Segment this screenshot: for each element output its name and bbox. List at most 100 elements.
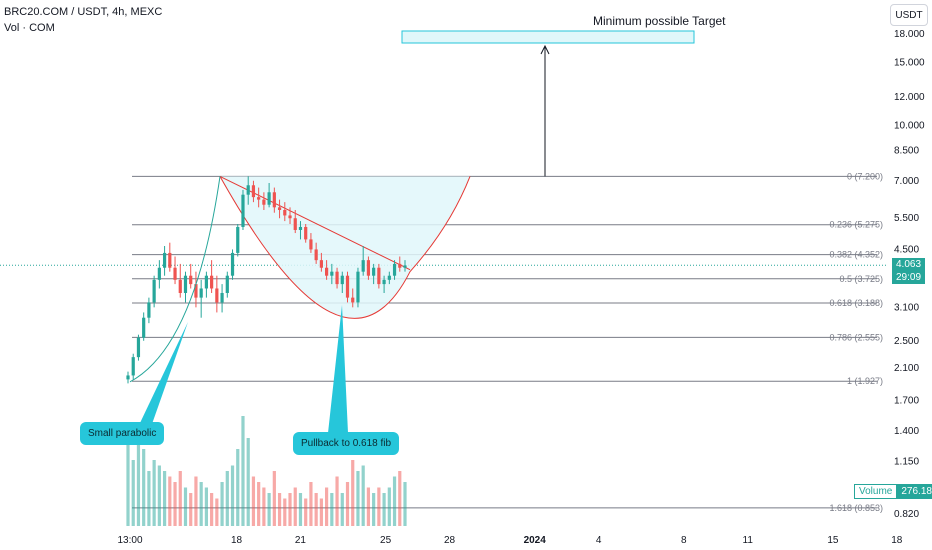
volume-bar xyxy=(382,493,386,526)
volume-bar xyxy=(157,465,161,526)
candle-body xyxy=(377,267,381,285)
volume-bar xyxy=(403,482,407,526)
volume-bar xyxy=(309,482,313,526)
candle-body xyxy=(372,267,376,276)
callout-pullback[interactable]: Pullback to 0.618 fib xyxy=(293,432,400,455)
candle-body xyxy=(204,275,208,289)
candle-body xyxy=(314,249,318,261)
candle-body xyxy=(251,185,256,198)
candle-body xyxy=(340,275,344,285)
candle-body xyxy=(293,218,297,230)
volume-bar xyxy=(230,465,235,526)
volume-bar xyxy=(345,482,350,526)
candle-body xyxy=(131,357,135,376)
candle-body xyxy=(183,275,188,293)
candle-body xyxy=(398,263,402,268)
volume-tag-label: Volume xyxy=(854,484,898,499)
price-tick-label: 4.500 xyxy=(894,244,919,255)
volume-bar xyxy=(387,487,391,526)
fib-level-label: 0.618 (3.188) xyxy=(829,298,883,308)
price-axis[interactable]: 18.000 15.000 12.000 10.000 8.500 7.000 5.500 4… xyxy=(894,29,925,520)
time-tick-label: 28 xyxy=(444,535,456,546)
time-tick-label: 11 xyxy=(743,535,754,546)
fib-retracement: 0 (7.200) 0.236 (5.275) 0.382 (4.352) 0.5 (… xyxy=(0,171,888,513)
price-tick-label: 3.100 xyxy=(894,302,919,313)
callout-parabolic[interactable]: Small parabolic xyxy=(80,422,165,445)
candle-body xyxy=(142,317,146,338)
fib-level-label: 1 (1.927) xyxy=(847,376,883,386)
volume-bar xyxy=(147,471,151,526)
volume-bar xyxy=(152,460,156,526)
callout-parabolic-pointer xyxy=(140,322,188,424)
price-tick-label: 7.000 xyxy=(894,176,919,187)
currency-button[interactable]: USDT xyxy=(890,4,928,26)
volume-tag-value: 276.187K xyxy=(897,484,932,499)
time-tick-label: 2024 xyxy=(524,535,547,546)
volume-bar xyxy=(251,476,256,526)
volume-bar xyxy=(241,416,245,526)
volume-bar xyxy=(356,471,360,526)
time-tick-label: 15 xyxy=(827,535,839,546)
candle-body xyxy=(225,275,229,293)
cup-pattern xyxy=(219,175,471,319)
time-tick-label: 8 xyxy=(681,535,687,546)
cup-curve xyxy=(219,176,471,319)
volume-bar xyxy=(377,487,381,526)
volume-bar xyxy=(372,493,376,526)
candle-body xyxy=(199,288,203,298)
candle-body xyxy=(262,199,266,205)
candle-body xyxy=(392,263,397,276)
fib-level-label: 0.5 (3.725) xyxy=(839,274,883,284)
volume-bar xyxy=(283,498,287,526)
price-tick-label: 18.000 xyxy=(894,29,925,40)
volume-bar xyxy=(351,460,355,526)
candles xyxy=(126,176,407,384)
volume-bar xyxy=(126,427,130,526)
candle-body xyxy=(288,215,292,219)
volume-bars xyxy=(126,416,407,526)
candle-body xyxy=(210,275,214,289)
candle-body xyxy=(361,260,365,272)
candle-body xyxy=(335,271,339,285)
candle-body xyxy=(194,284,198,298)
candle-body xyxy=(366,260,371,276)
volume-bar xyxy=(319,498,323,526)
candle-body xyxy=(230,252,235,276)
target-arrow-head xyxy=(540,44,550,55)
volume-bar xyxy=(131,460,135,526)
candle-body xyxy=(215,288,219,303)
candle-body xyxy=(283,209,287,216)
countdown-tag: 29:09 xyxy=(892,271,926,284)
volume-indicator-label[interactable]: Vol · COM xyxy=(4,22,55,34)
candle-body xyxy=(189,275,193,285)
price-tick-label: 1.700 xyxy=(894,396,919,407)
volume-bar xyxy=(225,471,229,526)
volume-bar xyxy=(162,471,167,526)
price-tick-label: 2.100 xyxy=(894,363,919,374)
volume-bar xyxy=(366,487,371,526)
candle-body xyxy=(162,252,167,268)
time-tick-label: 18 xyxy=(231,535,243,546)
volume-bar xyxy=(398,471,402,526)
price-tick-label: 0.820 xyxy=(894,509,919,520)
trendline xyxy=(219,175,411,271)
volume-tag: Volume 276.187K xyxy=(854,484,932,499)
fib-level-label: 0.786 (2.555) xyxy=(829,332,883,342)
candle-body xyxy=(220,292,224,303)
volume-bar xyxy=(392,476,397,526)
fib-level-label: 0.236 (5.275) xyxy=(829,220,883,230)
price-tick-label: 15.000 xyxy=(894,57,925,68)
volume-bar xyxy=(277,493,282,526)
volume-bar xyxy=(194,476,198,526)
time-axis[interactable]: 13:00 18 21 25 28 2024 4 8 11 15 18 xyxy=(117,535,902,546)
volume-bar xyxy=(168,476,172,526)
price-tick-label: 8.500 xyxy=(894,146,919,157)
volume-bar xyxy=(183,487,188,526)
candle-body xyxy=(277,207,282,210)
volume-bar xyxy=(199,482,203,526)
volume-bar xyxy=(314,493,318,526)
volume-bar xyxy=(257,482,261,526)
time-tick-label: 13:00 xyxy=(117,535,142,546)
volume-bar xyxy=(262,487,266,526)
